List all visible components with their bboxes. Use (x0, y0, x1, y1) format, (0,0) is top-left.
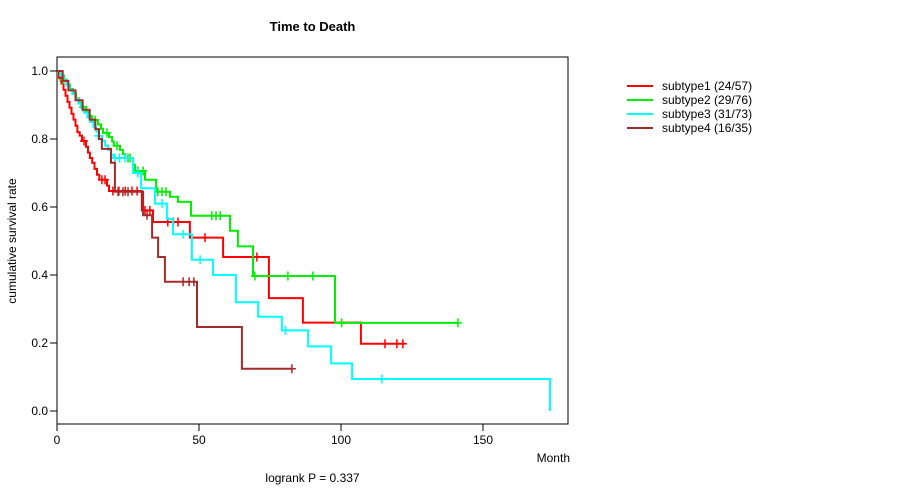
plot-box (56, 56, 569, 425)
legend-item-subtype1: subtype1 (24/57) (627, 79, 752, 93)
y-tick-label: 0.8 (31, 132, 48, 146)
subtype4-line-swatch (627, 127, 653, 129)
censor-marks-subtype2 (59, 75, 462, 328)
y-tick-label: 1.0 (31, 64, 48, 78)
legend-label: subtype4 (16/35) (662, 121, 753, 135)
legend-label: subtype2 (29/76) (662, 93, 753, 107)
legend: subtype1 (24/57) subtype2 (29/76) subtyp… (627, 79, 752, 135)
x-tick-label: 100 (330, 433, 352, 447)
plot-title: Time to Death (269, 19, 356, 34)
censor-marks-subtype1 (56, 72, 407, 349)
y-tick-label: 0.6 (31, 200, 48, 214)
x-axis-label: Month (536, 451, 570, 465)
survival-curve-subtype4 (57, 70, 292, 370)
x-tick-label: 50 (192, 433, 206, 447)
legend-item-subtype3: subtype3 (31/73) (627, 107, 752, 121)
logrank-p-value: logrank P = 0.337 (265, 471, 360, 485)
censor-marks-subtype4 (114, 187, 296, 374)
legend-item-subtype2: subtype2 (29/76) (627, 93, 752, 107)
survival-curve-subtype1 (57, 70, 405, 345)
subtype3-line-swatch (627, 113, 653, 115)
y-tick-label: 0.4 (31, 268, 48, 282)
survival-curve-subtype2 (57, 70, 458, 324)
legend-label: subtype1 (24/57) (662, 79, 753, 93)
legend-label: subtype3 (31/73) (662, 107, 753, 121)
subtype2-line-swatch (627, 99, 653, 101)
x-tick-label: 150 (472, 433, 494, 447)
survival-curve-subtype3 (57, 70, 551, 411)
y-tick-label: 0.2 (31, 336, 48, 350)
y-tick-label: 0.0 (31, 404, 48, 418)
subtype1-line-swatch (627, 85, 653, 87)
x-tick-label: 0 (53, 433, 61, 447)
legend-item-subtype4: subtype4 (16/35) (627, 121, 752, 135)
